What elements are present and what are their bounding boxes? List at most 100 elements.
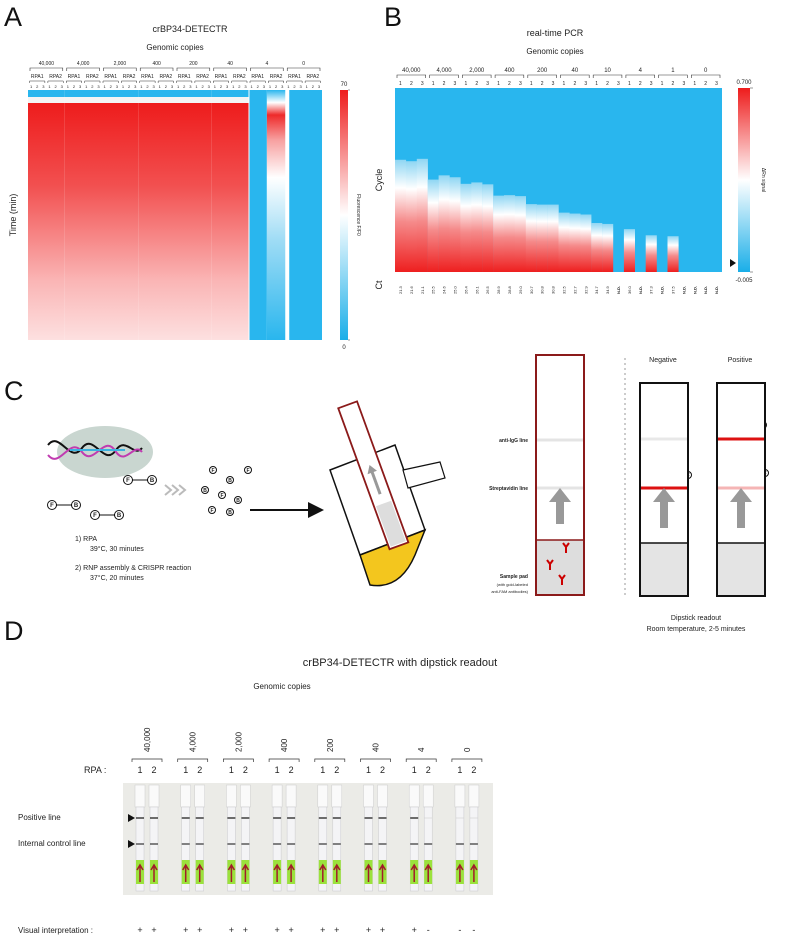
strip-handle [194,784,205,808]
pointer [128,840,135,848]
replicate-label: 3 [61,84,64,89]
heat-block [175,97,212,103]
replicate-label: 2 [475,81,478,87]
y-axis-label: Time (min) [8,194,18,237]
rpa-label: RPA2 [306,74,319,80]
rpa-number: 1 [320,765,325,775]
colorbar-label: ΔRn signal [760,168,766,192]
rpa-bracket [304,80,321,83]
rpa-number: 1 [412,765,417,775]
strip-arrow [136,863,144,882]
heat-block [138,103,175,340]
pointer [128,814,135,822]
replicate-label: 3 [584,81,587,87]
group-bracket [658,74,688,78]
replicate-label: 2 [312,84,315,89]
replicate-label: 3 [715,81,718,87]
group-bracket [592,74,623,78]
replicate-label: 2 [293,84,296,89]
rpa-bracket [286,80,303,83]
replicate-label: 2 [165,84,168,89]
strip-label: Sample pad [500,574,528,580]
panel-title: crBP34-DETECTR with dipstick readout [303,657,497,669]
strip [181,806,190,892]
rpa-label: RPA1 [31,74,44,80]
visual-call: + [320,925,325,935]
replicate-label: 1 [306,84,309,89]
replicate-label: 3 [79,84,82,89]
visual-call: + [380,925,385,935]
ct-value: 37.3 [649,285,654,294]
heat-block [28,103,65,340]
strip [455,806,465,892]
amplification-column [449,177,461,272]
reporter-letter: F [50,503,54,509]
ct-value: 25.0 [452,285,457,294]
rpa-bracket [84,80,101,83]
ct-value: 34.9 [605,285,610,294]
replicate-label: 2 [36,84,39,89]
strip [423,806,433,892]
replicate-label: 1 [269,84,272,89]
amplification-column [667,236,679,272]
panel-label: A [4,2,22,32]
replicate-label: 1 [497,81,500,87]
strip-handle [271,784,283,808]
group-bracket [396,74,426,78]
group-label: 1 [671,68,675,74]
group-label: 4 [265,61,268,67]
group-label: 4 [639,68,643,74]
heat-block [101,103,139,340]
rpa-number: 1 [366,765,371,775]
replicate-label: 1 [661,81,664,87]
strip-handle [363,784,374,808]
heat-block [175,103,212,340]
strip-arrow [273,863,281,882]
visual-call: + [334,925,339,935]
strip [332,806,342,892]
replicate-label: 3 [281,84,284,89]
reporter-bead [71,500,81,510]
rpa-number: 2 [243,765,248,775]
rpa-number: 1 [275,765,280,775]
ct-value: N.D. [660,286,665,294]
heat-block [266,90,286,340]
step-text: 1) RPA [75,536,97,543]
group-label: 0 [302,61,305,67]
strip-arrow [470,863,478,882]
group-label: 400 [152,61,161,67]
strip [241,806,250,892]
amplification-column [602,223,614,272]
replicate-label: 1 [214,84,217,89]
replicate-label: 3 [208,84,211,89]
ct-value: N.D. [616,286,621,294]
visual-label: Visual interpretation : [18,926,93,935]
group-label: 400 [280,738,289,752]
rpa-bracket [121,80,137,83]
replicate-label: 2 [91,84,94,89]
rpa-label: RPA1 [141,74,154,80]
replicate-label: 3 [116,84,119,89]
rpa-label: RPA2 [123,74,136,80]
heat-block [175,90,212,97]
strip-arrow [196,863,204,882]
readout-text: Dipstick readout [671,615,721,622]
replicate-label: 3 [226,84,229,89]
y-axis-label: Cycle [374,169,384,192]
step-text: 2) RNP assembly & CRISPR reaction [75,565,191,572]
rpa-label: RPA1 [288,74,301,80]
ct-value: 26.1 [474,285,479,294]
positive-strip [716,382,766,597]
heat-block [211,103,249,340]
amplification-column [427,179,439,272]
amplification-column [416,158,428,272]
replicate-label: 1 [232,84,235,89]
replicate-label: 3 [617,81,620,87]
line-label: Positive line [18,813,61,822]
reporter-letter: F [246,468,249,474]
rpa-label: RPA2 [49,74,62,80]
strip-arrow [410,863,418,882]
replicate-label: 2 [146,84,149,89]
reporter-bead [226,476,234,484]
replicate-label: 3 [552,81,555,87]
